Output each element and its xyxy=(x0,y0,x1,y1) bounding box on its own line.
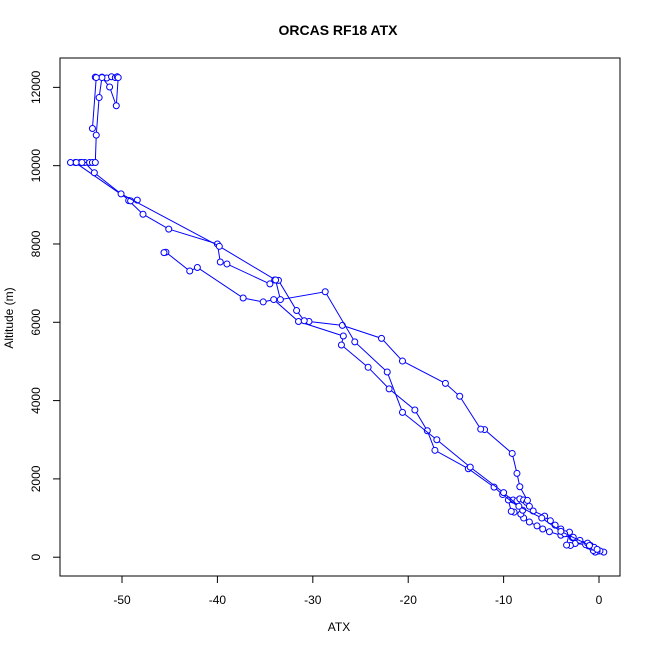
data-point xyxy=(272,276,280,284)
data-series xyxy=(66,159,531,504)
data-point xyxy=(398,357,406,365)
series-layer xyxy=(66,73,608,556)
series-line xyxy=(76,76,119,164)
data-point xyxy=(466,463,474,471)
y-tick-label: 8000 xyxy=(29,230,43,257)
data-point xyxy=(259,298,267,306)
data-point xyxy=(92,131,100,139)
data-point xyxy=(88,124,96,132)
data-point xyxy=(423,427,431,435)
data-series xyxy=(72,73,122,167)
data-point xyxy=(525,518,533,526)
data-point xyxy=(411,406,419,414)
data-point xyxy=(139,210,147,218)
data-point xyxy=(456,392,464,400)
data-point xyxy=(593,545,601,553)
data-point xyxy=(114,74,122,82)
data-series xyxy=(160,248,527,514)
data-point xyxy=(557,527,565,535)
data-point xyxy=(538,514,546,522)
data-point xyxy=(377,334,385,342)
data-point xyxy=(533,522,541,530)
data-point xyxy=(160,249,168,257)
y-axis-label: Altitude (m) xyxy=(2,287,16,348)
y-tick-label: 2000 xyxy=(29,465,43,492)
y-axis: 0 2000 4000 6000 8000 10000 12000 xyxy=(29,70,61,561)
data-point xyxy=(266,280,274,288)
x-axis-label: ATX xyxy=(328,620,350,634)
x-tick-label: 0 xyxy=(596,593,603,607)
y-tick-label: 0 xyxy=(29,554,43,561)
x-tick-label: -20 xyxy=(400,593,418,607)
data-point xyxy=(66,159,74,167)
y-tick-label: 6000 xyxy=(29,309,43,336)
data-point xyxy=(441,379,449,387)
data-point xyxy=(339,332,347,340)
data-point xyxy=(364,363,372,371)
data-point xyxy=(351,338,359,346)
data-point xyxy=(383,368,391,376)
data-point xyxy=(433,436,441,444)
data-point xyxy=(563,541,571,549)
data-point xyxy=(91,159,99,167)
data-point xyxy=(507,507,515,515)
y-tick-label: 10000 xyxy=(29,149,43,183)
x-tick-label: -10 xyxy=(495,593,513,607)
x-axis: -50 -40 -30 -20 -10 0 xyxy=(113,575,603,607)
data-point xyxy=(112,102,120,110)
data-point xyxy=(270,296,278,304)
data-point xyxy=(321,288,329,296)
data-point xyxy=(276,296,284,304)
data-point xyxy=(539,525,547,533)
data-point xyxy=(117,190,125,198)
data-point xyxy=(90,169,98,177)
data-point xyxy=(186,267,194,275)
data-point xyxy=(92,74,100,82)
data-point xyxy=(515,502,523,510)
data-point xyxy=(216,258,224,266)
data-point xyxy=(295,318,303,326)
data-point xyxy=(513,469,521,477)
data-point xyxy=(500,489,508,497)
data-point xyxy=(165,225,173,233)
data-point xyxy=(431,446,439,454)
data-point xyxy=(585,541,593,549)
series-line xyxy=(80,162,590,546)
data-point xyxy=(95,94,103,102)
data-point xyxy=(545,528,553,536)
data-point xyxy=(78,159,86,167)
y-tick-label: 12000 xyxy=(29,70,43,104)
data-point xyxy=(98,74,106,82)
data-point xyxy=(223,260,231,268)
chart-title: ORCAS RF18 ATX xyxy=(278,22,398,38)
data-point xyxy=(338,321,346,329)
data-point xyxy=(106,83,114,91)
data-point xyxy=(477,425,485,433)
x-tick-label: -50 xyxy=(113,593,131,607)
data-point xyxy=(516,483,524,491)
data-point xyxy=(508,449,516,457)
x-tick-label: -40 xyxy=(209,593,227,607)
data-point xyxy=(193,263,201,271)
data-point xyxy=(300,317,308,325)
data-point xyxy=(385,385,393,393)
data-point xyxy=(523,496,531,504)
data-point xyxy=(239,294,247,302)
x-tick-label: -30 xyxy=(304,593,322,607)
y-tick-label: 4000 xyxy=(29,387,43,414)
data-point xyxy=(398,408,406,416)
series-line xyxy=(70,162,528,501)
data-point xyxy=(72,159,80,167)
data-point xyxy=(293,307,301,315)
data-series xyxy=(76,159,593,549)
data-point xyxy=(215,242,223,250)
data-point xyxy=(337,341,345,349)
